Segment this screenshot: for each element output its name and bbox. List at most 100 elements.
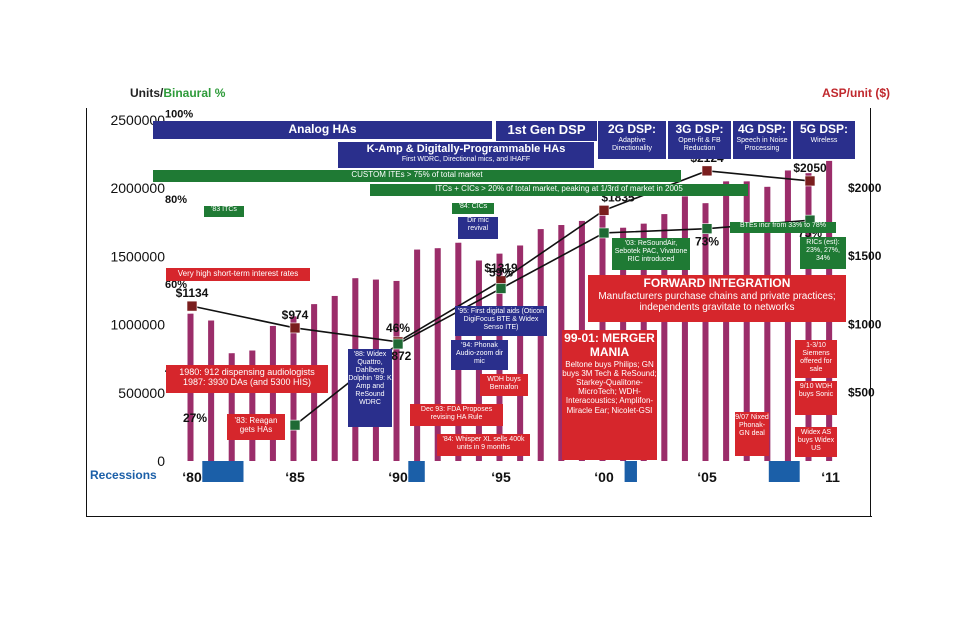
binaural-marker xyxy=(289,419,301,431)
kamp-box: K-Amp & Digitally-Programmable HAs First… xyxy=(338,142,594,168)
binaural-data-label: 59% xyxy=(489,265,513,279)
binaural-marker xyxy=(392,338,404,350)
bar xyxy=(393,280,400,461)
y-right-tick-label: $500 xyxy=(848,386,875,400)
binaural-data-label: 73% xyxy=(695,235,719,249)
gen3-title: 3G DSP: xyxy=(675,122,724,136)
interest-rate-box: Very high short-term interest rates xyxy=(166,268,310,281)
y-pct-tick-label: 80% xyxy=(165,194,187,206)
nixed-box: 9/07 Nixed Phonak-GN deal xyxy=(735,412,769,456)
whisper-box: '84: Whisper XL sells 400k units in 9 mo… xyxy=(437,434,530,456)
asp-marker xyxy=(701,165,713,177)
gen4-title: 4G DSP: xyxy=(737,122,786,136)
reagan-box: '83: Reagan gets HAs xyxy=(227,414,285,440)
bar xyxy=(269,325,276,461)
dir-mic-box: Dir mic revival xyxy=(458,217,498,239)
btes-bar: BTEs incr from 33% to 78% xyxy=(730,222,836,233)
bar xyxy=(249,350,256,461)
recession-bar xyxy=(768,461,800,482)
merger-box: 99-01: MERGER MANIA Beltone buys Philips… xyxy=(562,330,657,460)
fda-box: Dec 93: FDA Proposes revising HA Rule xyxy=(410,404,503,426)
kamp-title: K-Amp & Digitally-Programmable HAs xyxy=(366,143,566,155)
y-left-tick-label: 500000 xyxy=(118,385,165,401)
x-tick-label: ‘05 xyxy=(697,469,717,485)
recessions-label: Recessions xyxy=(90,468,157,482)
disp87-line: 1987: 3930 DAs (and 5300 HIS) xyxy=(182,377,312,388)
gen3-dsp-box: 3G DSP: Open-fit & FB Reduction xyxy=(668,121,731,159)
custom-ites-bar: CUSTOM ITEs > 75% of total market xyxy=(153,170,681,182)
gen1-dsp-box: 1st Gen DSP xyxy=(496,121,597,141)
kamp-sub: First WDRC, Directional mics, and IHAFF xyxy=(401,155,531,163)
bar xyxy=(517,245,524,461)
asp-data-label: $1319 xyxy=(484,261,518,275)
x-tick-label: ‘11 xyxy=(821,469,840,485)
bar xyxy=(558,225,565,461)
x-tick-label: ‘95 xyxy=(491,469,511,485)
gen4-dsp-box: 4G DSP: Speech in Noise Processing xyxy=(733,121,791,159)
y-left-tick-label: 1000000 xyxy=(110,317,165,333)
bar xyxy=(228,353,235,461)
bar xyxy=(414,249,421,461)
chart-frame-right xyxy=(870,108,871,516)
resound03-box: '03: ReSoundAir, Sebotek PAC, Vivatone R… xyxy=(612,238,690,270)
itcs83-box: '83 ITCs xyxy=(204,206,244,217)
recession-bar xyxy=(624,461,637,482)
right-axis-header: ASP/unit ($) xyxy=(822,86,890,100)
y-right-tick-label: $1500 xyxy=(848,249,882,263)
bar xyxy=(702,203,709,462)
binaural-data-label: 46% xyxy=(386,321,410,335)
merger-title: 99-01: MERGER MANIA xyxy=(564,331,655,359)
gen2-sub: Adaptive Directionality xyxy=(611,136,653,152)
gen5-title: 5G DSP: xyxy=(799,122,848,136)
analog-era-box: Analog HAs xyxy=(153,121,492,139)
binaural-marker xyxy=(598,227,610,239)
bar xyxy=(661,214,668,461)
forward-body: Manufacturers purchase chains and privat… xyxy=(598,290,836,314)
binaural-label: Binaural % xyxy=(163,86,226,100)
y-pct-tick-label: 100% xyxy=(165,108,193,120)
wdh-sonic-box: 9/10 WDH buys Sonic xyxy=(795,381,837,415)
recession-bar xyxy=(408,461,425,482)
left-axis-header: Units/Binaural % xyxy=(130,86,225,100)
y-left-tick-label: 2500000 xyxy=(110,112,165,128)
forward-title: FORWARD INTEGRATION xyxy=(643,276,791,290)
rics-box: RICs (est): 23%, 27%, 34% xyxy=(800,237,846,269)
gen5-sub: Wireless xyxy=(810,136,838,144)
bar xyxy=(681,196,688,461)
gen3-sub: Open-fit & FB Reduction xyxy=(678,136,721,152)
asp-marker xyxy=(804,175,816,187)
recession-bar xyxy=(202,461,244,482)
disp80-line: 1980: 912 dispensing audiologists xyxy=(179,367,315,377)
cics84-box: '84: CICs xyxy=(452,203,494,214)
y-right-tick-label: $2000 xyxy=(848,181,882,195)
binaural-marker xyxy=(701,223,713,234)
digital95-box: '95: First digital aids (Oticon DigiFocu… xyxy=(455,306,547,336)
gen2-title: 2G DSP: xyxy=(607,122,656,136)
binaural-marker xyxy=(495,283,507,294)
units-label: Units/ xyxy=(130,86,164,100)
itcs-cics-bar: ITCs + CICs > 20% of total market, peaki… xyxy=(370,184,748,196)
bar xyxy=(331,295,338,461)
gen5-dsp-box: 5G DSP: Wireless xyxy=(793,121,855,159)
y-left-tick-label: 2000000 xyxy=(110,180,165,196)
y-left-tick-label: 0 xyxy=(157,453,165,469)
chart-frame-bottom xyxy=(86,516,871,517)
binaural-data-label: 27% xyxy=(183,411,207,425)
asp-data-label: $1134 xyxy=(176,286,209,300)
y-right-tick-label: $1000 xyxy=(848,317,882,331)
y-pct-tick-label: 60% xyxy=(165,279,187,291)
x-tick-label: ‘85 xyxy=(285,469,305,485)
asp-data-label: $974 xyxy=(282,308,309,322)
gen2-dsp-box: 2G DSP: Adaptive Directionality xyxy=(598,121,666,159)
bar xyxy=(434,248,441,461)
bar xyxy=(537,229,544,461)
gen4-sub: Speech in Noise Processing xyxy=(736,136,788,152)
bar xyxy=(764,186,771,461)
asp-marker xyxy=(289,322,301,334)
x-tick-label: ‘80 xyxy=(182,469,202,485)
widex-box: '88: Widex Quattro, Dahlberg Dolphin '89… xyxy=(348,349,392,427)
widex-us-box: Widex AS buys Widex US xyxy=(795,427,837,457)
y-left-tick-label: 1500000 xyxy=(110,248,165,264)
asp-marker xyxy=(598,205,610,216)
siemens-box: 1-3/10 Siemens offered for sale xyxy=(795,340,837,378)
